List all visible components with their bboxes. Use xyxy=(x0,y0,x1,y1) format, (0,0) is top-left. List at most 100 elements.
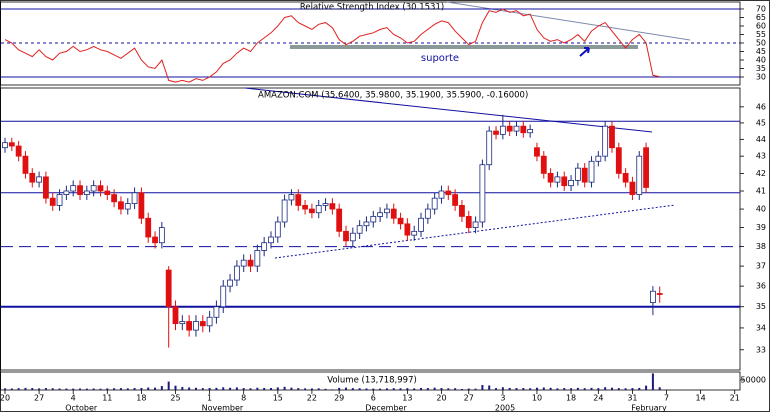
candle-body xyxy=(486,130,493,166)
volume-bar xyxy=(4,388,6,390)
volume-bar xyxy=(167,381,170,390)
candle-body xyxy=(29,172,36,183)
candle-body xyxy=(479,164,486,223)
y-tick-label: 45 xyxy=(756,47,766,56)
candle-body xyxy=(650,290,656,303)
y-tick-label: 65 xyxy=(756,13,766,22)
candle-body xyxy=(36,176,42,183)
y-tick-label: 41 xyxy=(756,187,766,196)
y-tick-label: 43 xyxy=(756,152,766,161)
candle-body xyxy=(588,160,595,183)
volume-bar xyxy=(549,387,552,390)
candle-body xyxy=(233,265,240,281)
volume-bar xyxy=(481,385,484,390)
candle-body xyxy=(493,130,499,135)
volume-bar xyxy=(160,386,163,390)
candle-body xyxy=(636,155,643,195)
volume-bar xyxy=(72,388,75,390)
candle-body xyxy=(193,321,199,331)
y-tick-label: 38 xyxy=(756,242,766,251)
volume-bar xyxy=(345,387,347,390)
volume-bar xyxy=(358,388,361,390)
volume-bar xyxy=(365,388,368,390)
volume-bar xyxy=(460,388,463,390)
candle-body xyxy=(186,321,193,331)
candle-body xyxy=(213,306,220,318)
volume-bar xyxy=(583,388,586,390)
candle-body xyxy=(622,172,629,183)
candle-body xyxy=(384,208,390,214)
y-tick-label: 40 xyxy=(756,205,766,214)
candle-body xyxy=(70,185,77,192)
volume-bar xyxy=(413,388,416,390)
volume-bar xyxy=(208,388,211,390)
volume-bar xyxy=(235,387,238,390)
volume-bar xyxy=(351,388,354,390)
volume-bar xyxy=(249,388,252,390)
candle-body xyxy=(158,227,165,244)
volume-bar xyxy=(58,388,61,390)
candle-body xyxy=(104,190,111,195)
x-tick-label: 25 xyxy=(170,394,180,403)
y-tick-label: 34 xyxy=(756,323,766,332)
price-panel xyxy=(0,87,741,371)
candle-body xyxy=(220,285,227,308)
candle-body xyxy=(643,147,649,188)
volume-bar xyxy=(556,388,559,390)
candle-body xyxy=(609,125,615,149)
x-tick-label: 29 xyxy=(334,394,344,403)
resistance-trend-line xyxy=(244,87,653,133)
arrow xyxy=(579,47,590,57)
volume-bar xyxy=(631,388,634,390)
volume-bar xyxy=(645,385,648,390)
volume-bar xyxy=(215,387,218,390)
candle-body xyxy=(554,176,561,183)
x-tick-label: 10 xyxy=(532,394,542,403)
volume-bar xyxy=(454,388,457,390)
candle-body xyxy=(540,155,547,174)
candle-body xyxy=(534,147,540,157)
candle-body xyxy=(199,321,206,327)
y-tick-label: 39 xyxy=(756,223,766,232)
candle-body xyxy=(656,293,663,295)
volume-bar xyxy=(399,388,402,390)
candle-body xyxy=(247,259,254,267)
volume-bar xyxy=(65,388,68,390)
volume-bar xyxy=(406,388,409,390)
candle-body xyxy=(629,181,636,195)
candle-body xyxy=(527,129,534,134)
volume-bar xyxy=(495,388,498,390)
volume-bar xyxy=(590,387,593,390)
volume-bar xyxy=(433,387,436,390)
candle-body xyxy=(254,250,261,267)
candle-body xyxy=(459,205,465,217)
candle-body xyxy=(377,212,384,217)
volume-bar xyxy=(488,385,491,390)
candle-body xyxy=(581,167,588,183)
y-tick-label: 33 xyxy=(756,345,766,354)
x-tick-label: 1 xyxy=(207,394,212,403)
candle-body xyxy=(240,259,247,267)
candle-body xyxy=(83,190,90,195)
candle-body xyxy=(97,185,104,192)
x-tick-label: 7 xyxy=(664,394,669,403)
rsi-line xyxy=(4,8,660,83)
candle-body xyxy=(602,125,609,157)
volume-bar xyxy=(440,388,443,390)
volume-bar xyxy=(85,388,88,390)
candle-body xyxy=(615,147,622,174)
x-tick-label: 24 xyxy=(593,394,603,403)
volume-bar xyxy=(447,388,450,390)
volume-bar xyxy=(31,388,34,390)
panel-title: AMAZON.COM (35.6400, 35.9800, 35.1900, 3… xyxy=(258,91,528,101)
candle-body xyxy=(513,125,520,132)
x-tick-label: 18 xyxy=(136,394,146,403)
y-tick-label: 44 xyxy=(756,135,766,144)
x-tick-label: 8 xyxy=(241,394,246,403)
candle-body xyxy=(2,142,8,149)
volume-bar xyxy=(297,388,300,390)
candle-body xyxy=(90,185,97,192)
volume-bar xyxy=(324,388,327,390)
volume-bar xyxy=(269,388,272,390)
